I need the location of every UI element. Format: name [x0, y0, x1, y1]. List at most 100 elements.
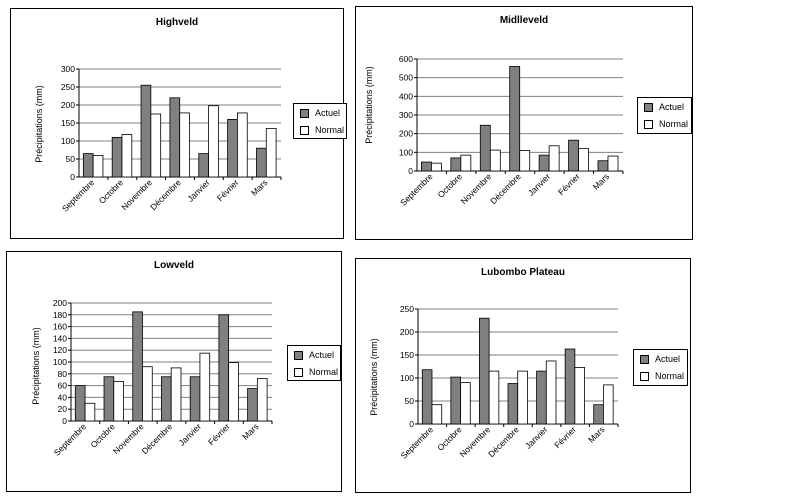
- bar-normal: [574, 367, 585, 425]
- bar-actuel: [479, 317, 490, 425]
- bar-actuel: [169, 97, 181, 178]
- bar-actuel: [450, 157, 462, 172]
- y-tick-label: 500: [399, 73, 413, 83]
- legend-label-actuel: Actuel: [309, 350, 335, 360]
- y-tick-label: 0: [70, 172, 75, 182]
- bar-normal: [228, 362, 239, 422]
- x-tick-label: Mars: [240, 421, 260, 441]
- x-tick-label: Décembre: [148, 177, 183, 212]
- chart-legend: Actuel Normal: [637, 97, 692, 134]
- legend-label-normal: Normal: [315, 125, 345, 135]
- bar-normal: [431, 404, 443, 425]
- y-tick-label: 600: [399, 54, 413, 64]
- bar-normal: [170, 367, 182, 422]
- legend-swatch-actuel: [644, 102, 653, 112]
- x-tick-label: Mars: [586, 424, 606, 444]
- y-tick-label: 300: [399, 110, 413, 120]
- y-tick-label: 0: [409, 419, 414, 429]
- y-tick-label: 200: [399, 129, 413, 139]
- bar-normal: [519, 150, 531, 172]
- x-tick-label: Janvier: [526, 171, 553, 198]
- x-tick-label: Octobre: [97, 177, 126, 206]
- chart-legend: Actuel Normal: [287, 345, 341, 381]
- bar-actuel: [82, 153, 94, 178]
- bar-normal: [545, 360, 557, 425]
- chart-legend: Actuel Normal: [633, 349, 688, 386]
- x-tick-label: Janvier: [523, 424, 550, 451]
- x-tick-label: Octobre: [435, 424, 464, 453]
- y-tick-label: 200: [61, 100, 75, 110]
- legend-swatch-normal: [294, 367, 303, 377]
- legend-swatch-actuel: [300, 108, 309, 118]
- bar-actuel: [568, 139, 579, 172]
- legend-label-normal: Normal: [659, 119, 689, 129]
- y-tick-label: 100: [399, 147, 413, 157]
- bar-normal: [548, 145, 560, 172]
- y-tick-label: 150: [61, 118, 75, 128]
- bar-normal: [460, 154, 472, 172]
- legend-swatch-normal: [644, 119, 653, 129]
- bar-actuel: [132, 311, 143, 422]
- x-tick-label: Décembre: [488, 171, 523, 206]
- bar-actuel: [103, 376, 115, 422]
- y-tick-label: 0: [408, 166, 413, 176]
- bar-normal: [237, 112, 248, 178]
- legend-swatch-normal: [640, 371, 649, 381]
- legend-label-actuel: Actuel: [315, 108, 341, 118]
- x-tick-label: Octobre: [436, 171, 465, 200]
- chart-title: Lowveld: [153, 260, 194, 271]
- bar-actuel: [189, 376, 201, 422]
- bar-actuel: [479, 124, 491, 172]
- bar-normal: [256, 378, 268, 422]
- legend-item-normal: Normal: [640, 371, 684, 381]
- bar-normal: [489, 149, 501, 172]
- bar-actuel: [247, 388, 258, 422]
- y-tick-label: 100: [61, 136, 75, 146]
- x-tick-label: Décembre: [140, 421, 175, 456]
- bar-actuel: [507, 383, 519, 425]
- bar-actuel: [421, 161, 432, 172]
- legend-swatch-actuel: [640, 354, 649, 364]
- y-tick-label: 80: [58, 369, 68, 379]
- bar-actuel: [218, 314, 230, 422]
- bar-actuel: [536, 370, 547, 425]
- y-tick-label: 100: [53, 357, 67, 367]
- chart-panel-lubombo-plateau: Lubombo Plateau Précipitations (mm) 0 50 1…: [355, 258, 691, 493]
- legend-label-normal: Normal: [309, 367, 339, 377]
- bar-normal: [578, 148, 589, 172]
- bar-actuel: [593, 404, 604, 425]
- chart-title: Lubombo Plateau: [481, 267, 565, 278]
- x-tick-label: Janvier: [177, 421, 204, 448]
- y-tick-label: 140: [53, 333, 67, 343]
- bar-chart: 0 100 200 300 400 500 600 Septembre OctobreNovem…: [398, 54, 624, 208]
- chart-title: Midlleveld: [499, 15, 549, 26]
- bar-normal: [113, 381, 124, 422]
- bar-normal: [603, 384, 614, 425]
- legend-label-normal: Normal: [655, 371, 685, 381]
- bar-actuel: [198, 153, 209, 178]
- bar-actuel: [227, 119, 238, 178]
- legend-item-normal: Normal: [300, 125, 344, 135]
- x-tick-label: Novembre: [459, 171, 494, 206]
- chart-panel-midlleveld: Midlleveld Précipitations (mm) 0 100 200 30…: [355, 6, 693, 240]
- bar-actuel: [450, 376, 461, 425]
- bar-normal: [84, 402, 96, 422]
- bar-actuel: [140, 84, 152, 178]
- x-tick-label: Janvier: [185, 177, 212, 204]
- bar-actuel: [509, 66, 521, 172]
- y-tick-label: 100: [400, 373, 414, 383]
- bar-actuel: [421, 369, 433, 425]
- legend-item-actuel: Actuel: [300, 108, 340, 118]
- x-tick-label: Octobre: [88, 421, 117, 450]
- legend-item-normal: Normal: [294, 367, 338, 377]
- bar-normal: [179, 112, 190, 178]
- x-tick-label: Décembre: [486, 424, 521, 459]
- bar-actuel: [597, 160, 609, 172]
- legend-label-actuel: Actuel: [655, 354, 681, 364]
- y-tick-label: 120: [53, 345, 67, 355]
- legend-swatch-actuel: [294, 350, 303, 360]
- y-tick-label: 200: [53, 298, 67, 308]
- bar-normal: [92, 154, 104, 178]
- y-tick-label: 50: [66, 154, 76, 164]
